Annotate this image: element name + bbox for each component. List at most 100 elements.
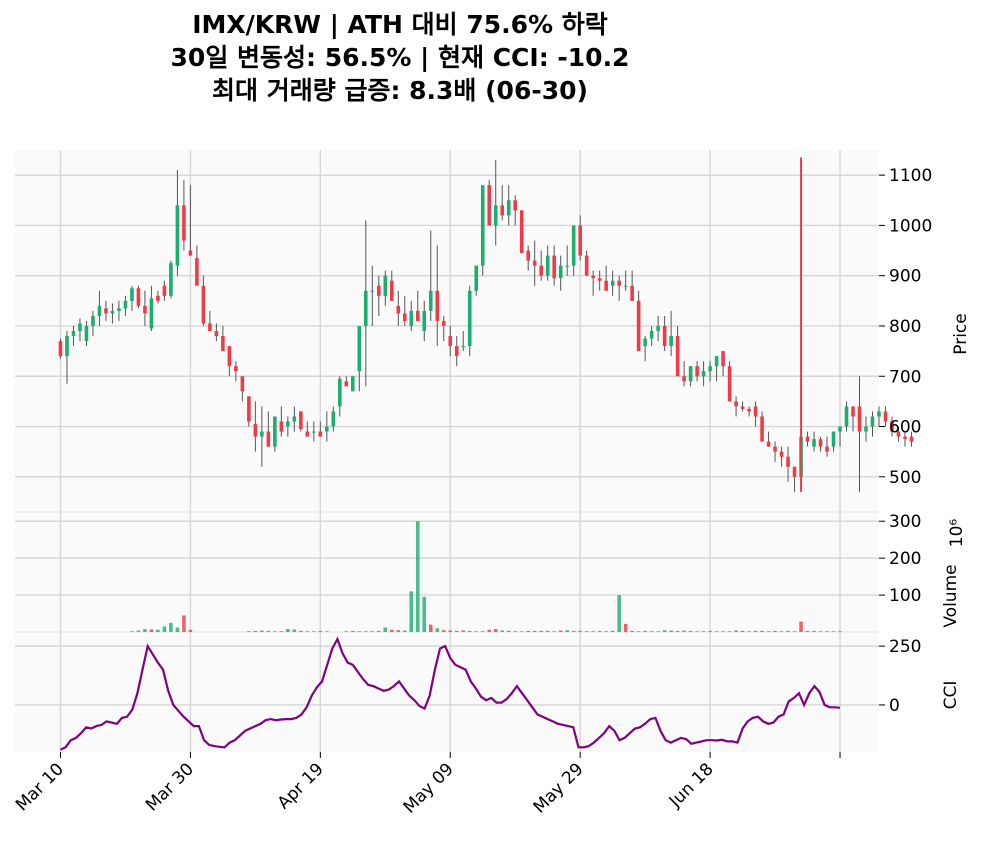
volume-bar: [636, 631, 641, 632]
price-tick-label: 800: [889, 317, 921, 337]
volume-bar: [409, 591, 414, 632]
candle-body: [402, 313, 407, 321]
candle-body: [130, 288, 134, 301]
volume-bar: [422, 596, 427, 632]
volume-bars: [130, 521, 842, 632]
cci-line: [60, 636, 841, 751]
volume-bar: [714, 631, 719, 632]
volume-tick-label: 100: [889, 586, 921, 606]
x-tick-label: May 29: [530, 759, 588, 817]
candle-body: [273, 416, 277, 447]
candle-body: [227, 346, 232, 367]
candle-body: [539, 265, 543, 276]
candle-body: [688, 366, 693, 382]
price-tick-label: 1100: [889, 166, 932, 186]
candle-body: [753, 406, 758, 417]
volume-bar: [734, 630, 738, 632]
candle-body: [97, 305, 102, 316]
candle-body: [117, 308, 121, 311]
cci-tick-label: 0: [889, 696, 900, 716]
volume-bar: [454, 630, 459, 632]
volume-bar: [552, 631, 556, 632]
candle-body: [214, 331, 219, 337]
candle-body: [838, 426, 842, 432]
volume-bar: [130, 631, 134, 632]
candle-body: [351, 376, 355, 392]
volume-bar: [747, 631, 751, 632]
title-line-2: 30일 변동성: 56.5% | 현재 CCI: -10.2: [170, 43, 630, 72]
candle-body: [286, 421, 290, 427]
candle-body: [909, 436, 914, 442]
candle-body: [877, 411, 881, 417]
volume-tick-label: 200: [889, 549, 921, 569]
candle-body: [448, 336, 453, 347]
candle-body: [338, 378, 342, 407]
candle-body: [727, 366, 732, 402]
candle-body: [617, 280, 621, 286]
volume-bar: [675, 630, 680, 632]
candle-body: [325, 426, 329, 432]
volume-bar: [389, 629, 394, 632]
candle-body: [903, 436, 907, 440]
candle-body: [84, 325, 89, 342]
candle-body: [610, 280, 615, 286]
candle-body: [415, 310, 420, 321]
candle-body: [428, 290, 433, 311]
candle-body: [467, 290, 472, 347]
candle-body: [552, 255, 556, 279]
candle-body: [519, 210, 524, 254]
volume-bar: [260, 630, 264, 632]
volume-bar: [597, 630, 602, 632]
x-tick-label: May 09: [400, 759, 458, 817]
volume-bar: [630, 630, 634, 632]
price-tick-label: 600: [889, 418, 921, 438]
candle-body: [766, 441, 771, 447]
volume-bar: [799, 621, 803, 632]
candle-body: [623, 285, 628, 287]
volume-bar: [773, 630, 777, 632]
volume-bar: [519, 631, 524, 632]
volume-bar: [441, 630, 446, 632]
candle-body: [370, 290, 375, 292]
candle-body: [656, 325, 660, 331]
volume-bar: [740, 630, 745, 632]
candle-body: [643, 338, 647, 347]
volume-bar: [688, 630, 693, 632]
volume-bar: [143, 629, 147, 632]
volume-bar: [760, 630, 764, 632]
candle-body: [513, 200, 517, 211]
candle-body: [221, 336, 225, 352]
cci-plot: [60, 636, 841, 751]
candle-body: [740, 406, 745, 409]
x-tick-label: Mar 30: [142, 759, 198, 815]
candle-body: [532, 260, 537, 266]
volume-bar: [545, 630, 550, 632]
volume-bar: [402, 630, 407, 632]
candle-body: [896, 431, 901, 437]
candle-body: [279, 421, 284, 432]
volume-bar: [156, 629, 160, 632]
volume-bar: [149, 629, 154, 632]
volume-bar: [162, 626, 167, 632]
candle-body: [201, 285, 206, 324]
candle-body: [500, 205, 505, 216]
candle-body: [675, 336, 680, 377]
candle-body: [565, 265, 569, 267]
volume-bar: [591, 631, 595, 632]
volume-bar: [825, 631, 829, 632]
candle-body: [292, 416, 297, 422]
candle-body: [454, 346, 459, 357]
volume-bar: [792, 631, 797, 632]
volume-panel-bg: [15, 512, 879, 632]
volume-bar: [558, 630, 563, 632]
candle-body: [91, 315, 95, 326]
volume-bar: [649, 631, 654, 632]
volume-bar: [292, 629, 297, 632]
volume-bar: [727, 631, 732, 632]
volume-bar: [305, 631, 310, 632]
x-tick-label: Jun 18: [665, 759, 718, 812]
candle-body: [714, 356, 719, 367]
volume-bar: [506, 630, 511, 632]
candle-body: [149, 298, 154, 329]
candle-body: [474, 265, 479, 291]
